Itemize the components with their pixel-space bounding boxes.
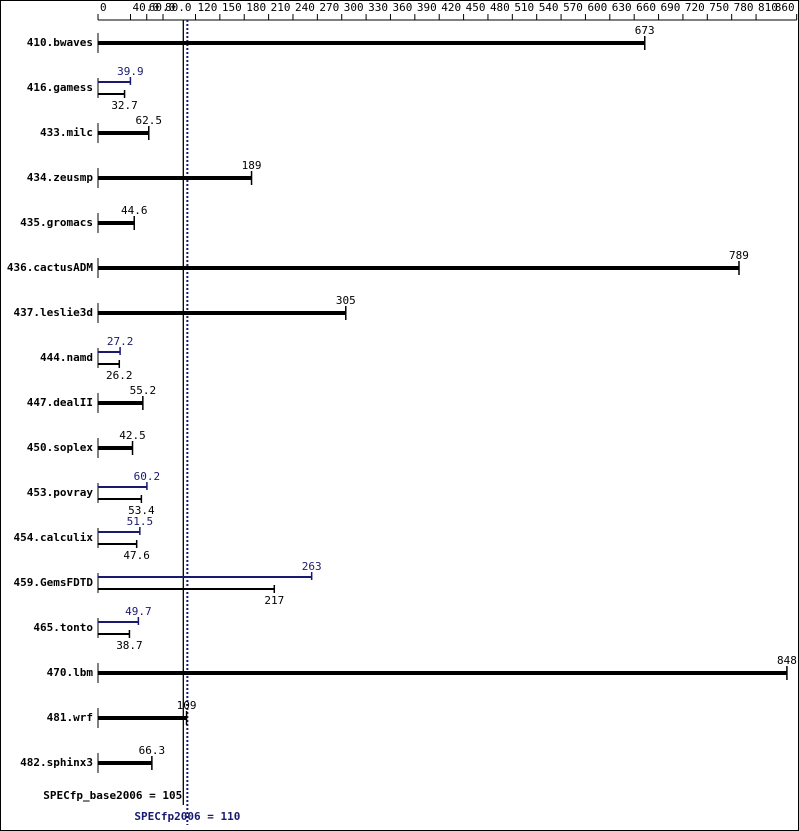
category-label: 450.soplex xyxy=(27,441,94,454)
x-tick-label: 810 xyxy=(758,1,778,14)
bar xyxy=(98,486,147,488)
category-label: 436.cactusADM xyxy=(7,261,93,274)
x-tick-label: 300 xyxy=(344,1,364,14)
category-label: 459.GemsFDTD xyxy=(14,576,94,589)
bar xyxy=(98,81,131,83)
bar xyxy=(98,351,121,353)
x-tick-label: 210 xyxy=(271,1,291,14)
category-label: 437.leslie3d xyxy=(14,306,93,319)
value-label: 44.6 xyxy=(121,204,148,217)
x-tick-label: 40.0 xyxy=(132,1,159,14)
category-label: 444.namd xyxy=(40,351,93,364)
x-tick-label: 0 xyxy=(100,1,107,14)
bar xyxy=(98,498,142,500)
bar xyxy=(98,311,346,315)
x-tick-label: 420 xyxy=(441,1,461,14)
x-tick-label: 360 xyxy=(392,1,412,14)
x-tick-label: 750 xyxy=(709,1,729,14)
value-label: 53.4 xyxy=(128,504,155,517)
x-tick-label: 150 xyxy=(222,1,242,14)
value-label: 49.7 xyxy=(125,605,152,618)
x-tick-label: 270 xyxy=(319,1,339,14)
value-label: 263 xyxy=(302,560,322,573)
bar xyxy=(98,531,140,533)
value-label: 217 xyxy=(264,594,284,607)
value-label: 51.5 xyxy=(127,515,154,528)
category-label: 470.lbm xyxy=(47,666,94,679)
value-label: 39.9 xyxy=(117,65,144,78)
x-tick-label: 60.0 xyxy=(149,1,176,14)
x-tick-label: 510 xyxy=(514,1,534,14)
value-label: 789 xyxy=(729,249,749,262)
category-label: 435.gromacs xyxy=(20,216,93,229)
bar xyxy=(98,761,152,765)
category-label: 465.tonto xyxy=(33,621,93,634)
value-label: 60.2 xyxy=(134,470,161,483)
x-tick-label: 330 xyxy=(368,1,388,14)
x-tick-label: 570 xyxy=(563,1,583,14)
x-tick-label: 690 xyxy=(661,1,681,14)
category-label: 453.povray xyxy=(27,486,94,499)
bar xyxy=(98,633,130,635)
bar xyxy=(98,363,120,365)
category-label: 447.dealII xyxy=(27,396,93,409)
value-label: 38.7 xyxy=(116,639,143,652)
bar xyxy=(98,671,787,675)
value-label: 62.5 xyxy=(136,114,163,127)
x-tick-label: 390 xyxy=(417,1,437,14)
value-label: 32.7 xyxy=(111,99,138,112)
value-label: 189 xyxy=(242,159,262,172)
bar xyxy=(98,576,312,578)
category-label: 433.milc xyxy=(40,126,93,139)
bar xyxy=(98,621,139,623)
x-tick-label: 480 xyxy=(490,1,510,14)
x-tick-label: 450 xyxy=(466,1,486,14)
x-tick-label: 180 xyxy=(246,1,266,14)
value-label: 47.6 xyxy=(123,549,150,562)
category-label: 482.sphinx3 xyxy=(20,756,93,769)
x-tick-label: 630 xyxy=(612,1,632,14)
bar xyxy=(98,543,137,545)
x-tick-label: 240 xyxy=(295,1,315,14)
value-label: 673 xyxy=(635,24,655,37)
bar xyxy=(98,176,252,180)
category-label: 481.wrf xyxy=(47,711,93,724)
value-label: 26.2 xyxy=(106,369,133,382)
bar xyxy=(98,93,125,95)
x-tick-label: 540 xyxy=(539,1,559,14)
x-tick-label: 600 xyxy=(587,1,607,14)
bar xyxy=(98,221,135,225)
category-label: 454.calculix xyxy=(14,531,94,544)
x-tick-label: 780 xyxy=(734,1,754,14)
value-label: 42.5 xyxy=(119,429,146,442)
value-label: 305 xyxy=(336,294,356,307)
bar xyxy=(98,588,275,590)
value-label: 66.3 xyxy=(139,744,166,757)
category-label: 434.zeusmp xyxy=(27,171,94,184)
x-tick-label: 660 xyxy=(636,1,656,14)
reference-label: SPECfp2006 = 110 xyxy=(134,810,240,823)
x-tick-label: 120 xyxy=(197,1,217,14)
category-label: 416.gamess xyxy=(27,81,93,94)
x-tick-label: 80.0 xyxy=(165,1,192,14)
x-tick-label: 860 xyxy=(775,1,795,14)
value-label: 848 xyxy=(777,654,797,667)
value-label: 109 xyxy=(177,699,197,712)
x-tick-label: 720 xyxy=(685,1,705,14)
value-label: 27.2 xyxy=(107,335,134,348)
bar xyxy=(98,401,143,405)
bar xyxy=(98,266,739,270)
bar xyxy=(98,131,149,135)
reference-label: SPECfp_base2006 = 105 xyxy=(43,789,182,802)
bar xyxy=(98,716,187,720)
value-label: 55.2 xyxy=(130,384,157,397)
category-label: 410.bwaves xyxy=(27,36,93,49)
bar xyxy=(98,41,645,45)
bar xyxy=(98,446,133,450)
